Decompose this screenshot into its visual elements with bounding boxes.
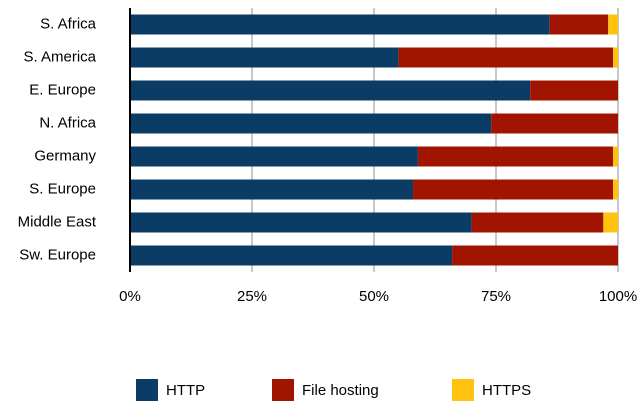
legend-label: HTTP xyxy=(166,382,205,399)
bar-segment xyxy=(603,212,618,233)
y-tick-label: Middle East xyxy=(18,213,97,230)
y-tick-label: S. America xyxy=(23,48,96,65)
legend-label: HTTPS xyxy=(482,382,531,399)
x-tick-label: 100% xyxy=(599,288,637,305)
legend-swatch xyxy=(136,379,158,401)
bar-segment xyxy=(613,146,618,167)
bar-segment xyxy=(130,113,492,134)
y-tick-label: Sw. Europe xyxy=(19,246,96,263)
legend-label: File hosting xyxy=(302,382,379,399)
bar-segment xyxy=(530,80,618,101)
bar-segment xyxy=(452,245,618,266)
bar-segment xyxy=(130,14,550,35)
bar-segment xyxy=(413,179,614,200)
x-tick-label: 50% xyxy=(359,288,389,305)
bar-segment xyxy=(471,212,604,233)
bar-segment xyxy=(130,245,453,266)
bar-segment xyxy=(613,47,618,68)
bar-segment xyxy=(130,212,472,233)
bar-segment xyxy=(130,146,418,167)
y-tick-label: N. Africa xyxy=(39,114,96,131)
bar-segment xyxy=(130,47,399,68)
bar-segment xyxy=(398,47,614,68)
y-tick-label: Germany xyxy=(34,147,96,164)
legend-swatch xyxy=(452,379,474,401)
bar-segment xyxy=(130,179,414,200)
y-tick-label: E. Europe xyxy=(29,81,96,98)
bar-segment xyxy=(130,80,531,101)
x-tick-label: 75% xyxy=(481,288,511,305)
bar-segment xyxy=(549,14,609,35)
legend-swatch xyxy=(272,379,294,401)
y-tick-label: S. Europe xyxy=(29,180,96,197)
x-tick-label: 25% xyxy=(237,288,267,305)
bar-segment xyxy=(491,113,618,134)
bar-segment xyxy=(608,14,618,35)
bar-segment xyxy=(613,179,618,200)
y-tick-label: S. Africa xyxy=(40,15,97,32)
x-tick-label: 0% xyxy=(119,288,141,305)
bar-segment xyxy=(417,146,614,167)
